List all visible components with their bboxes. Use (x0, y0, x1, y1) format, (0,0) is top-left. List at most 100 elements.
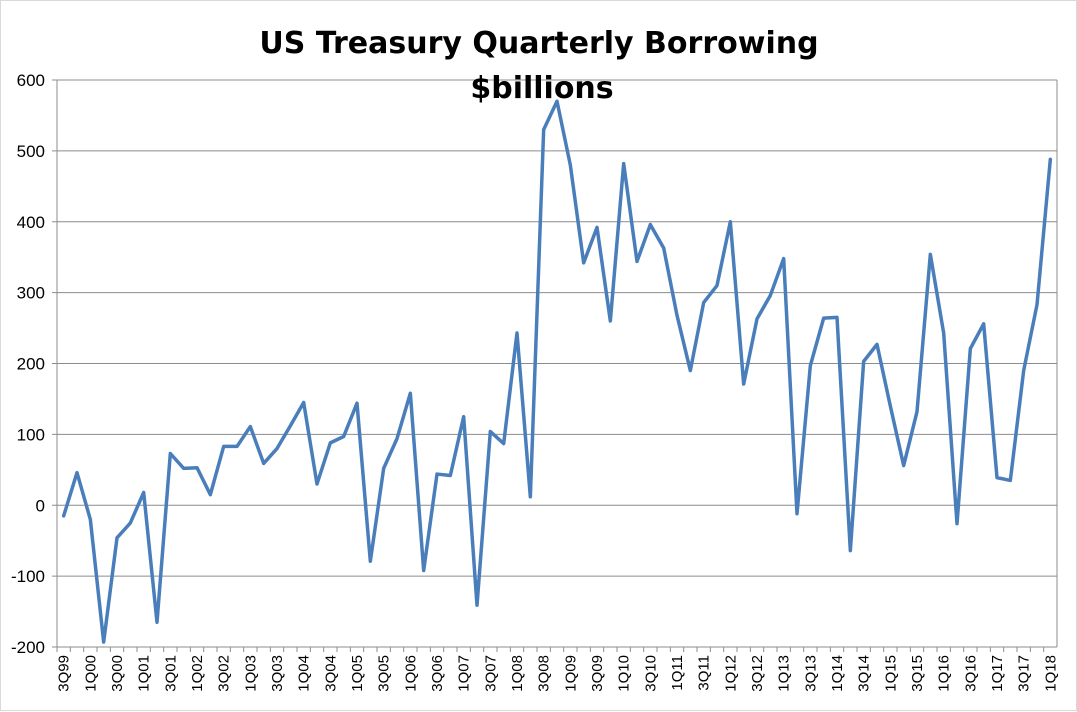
data-point (422, 568, 426, 572)
y-tick-label: 300 (17, 284, 45, 303)
x-tick-label: 1Q18 (1042, 655, 1059, 692)
data-point (688, 369, 692, 373)
data-point (635, 259, 639, 263)
data-point (875, 342, 879, 346)
data-point (528, 495, 532, 499)
data-point (715, 284, 719, 288)
data-point (315, 482, 319, 486)
data-point (182, 466, 186, 470)
x-tick-label: 1Q16 (936, 655, 953, 692)
data-point (155, 620, 159, 624)
x-tick-label: 3Q99 (56, 655, 73, 692)
data-point (662, 246, 666, 250)
data-point (342, 435, 346, 439)
data-point (835, 315, 839, 319)
x-tick-label: 1Q05 (349, 655, 366, 692)
data-point (888, 404, 892, 408)
data-point (475, 603, 479, 607)
x-tick-label: 3Q16 (962, 655, 979, 692)
x-tick-label: 1Q04 (296, 655, 313, 692)
data-point (768, 293, 772, 297)
y-tick-label: 0 (36, 496, 45, 515)
y-tick-label: 100 (17, 425, 45, 444)
data-point (568, 163, 572, 167)
x-tick-label: 3Q09 (589, 655, 606, 692)
x-tick-label: 1Q07 (456, 655, 473, 692)
x-tick-label: 3Q08 (536, 655, 553, 692)
data-point (1022, 369, 1026, 373)
data-point (1048, 157, 1052, 161)
y-axis-tick-labels: -200 -100 0 100 200 300 400 500 600 (11, 71, 45, 657)
y-tick-label: -200 (11, 638, 45, 657)
x-tick-label: 3Q17 (1016, 655, 1033, 692)
data-point (1035, 303, 1039, 307)
series (61, 99, 1053, 644)
chart-title: US Treasury Quarterly Borrowing (259, 26, 818, 61)
x-tick-label: 3Q14 (856, 655, 873, 692)
x-tick-label: 1Q03 (242, 655, 259, 692)
data-point (222, 444, 226, 448)
data-point (955, 522, 959, 526)
data-point (822, 316, 826, 320)
axes (56, 80, 1058, 648)
data-point (62, 514, 66, 518)
x-tick-label: 3Q13 (802, 655, 819, 692)
y-tick-label: 500 (17, 142, 45, 161)
data-point (542, 128, 546, 132)
data-point (142, 490, 146, 494)
data-point (808, 364, 812, 368)
data-point (902, 464, 906, 468)
data-point (128, 521, 132, 525)
data-point (848, 549, 852, 553)
data-point (982, 322, 986, 326)
data-point (742, 382, 746, 386)
x-tick-label: 3Q04 (322, 655, 339, 692)
x-tick-label: 1Q02 (189, 655, 206, 692)
data-point (782, 257, 786, 261)
data-point (582, 261, 586, 265)
data-point (328, 441, 332, 445)
data-point (622, 162, 626, 166)
data-point (942, 331, 946, 335)
data-point (115, 536, 119, 540)
x-tick-label: 1Q13 (776, 655, 793, 692)
data-point (235, 444, 239, 448)
data-point (488, 430, 492, 434)
data-point (595, 225, 599, 229)
x-tick-label: 3Q00 (109, 655, 126, 692)
x-tick-label: 3Q05 (376, 655, 393, 692)
data-point (448, 473, 452, 477)
x-tick-label: 1Q14 (829, 655, 846, 692)
data-point (862, 359, 866, 363)
y-tick-label: -100 (11, 567, 45, 586)
data-point (195, 466, 199, 470)
x-tick-label: 1Q12 (722, 655, 739, 692)
data-point (1008, 478, 1012, 482)
data-point (795, 512, 799, 516)
y-tick-label: 200 (17, 355, 45, 374)
x-tick-label: 1Q09 (562, 655, 579, 692)
x-tick-label: 3Q11 (696, 655, 713, 691)
x-tick-label: 1Q10 (616, 655, 633, 692)
data-point (408, 391, 412, 395)
x-tick-label: 1Q08 (509, 655, 526, 692)
data-point (675, 313, 679, 317)
x-tick-label: 1Q01 (136, 655, 153, 692)
data-point (248, 425, 252, 429)
data-point (608, 319, 612, 323)
data-point (728, 220, 732, 224)
data-point (435, 472, 439, 476)
data-point (368, 559, 372, 563)
series-line-borrowing (61, 99, 1053, 644)
data-point (382, 466, 386, 470)
x-tick-label: 3Q03 (269, 655, 286, 692)
x-tick-label: 3Q07 (482, 655, 499, 692)
data-point (968, 347, 972, 351)
data-point (75, 471, 79, 475)
x-tick-label: 1Q11 (669, 655, 686, 691)
data-point (262, 461, 266, 465)
x-tick-label: 3Q12 (749, 655, 766, 692)
y-tick-label: 600 (17, 71, 45, 90)
data-point (288, 424, 292, 428)
